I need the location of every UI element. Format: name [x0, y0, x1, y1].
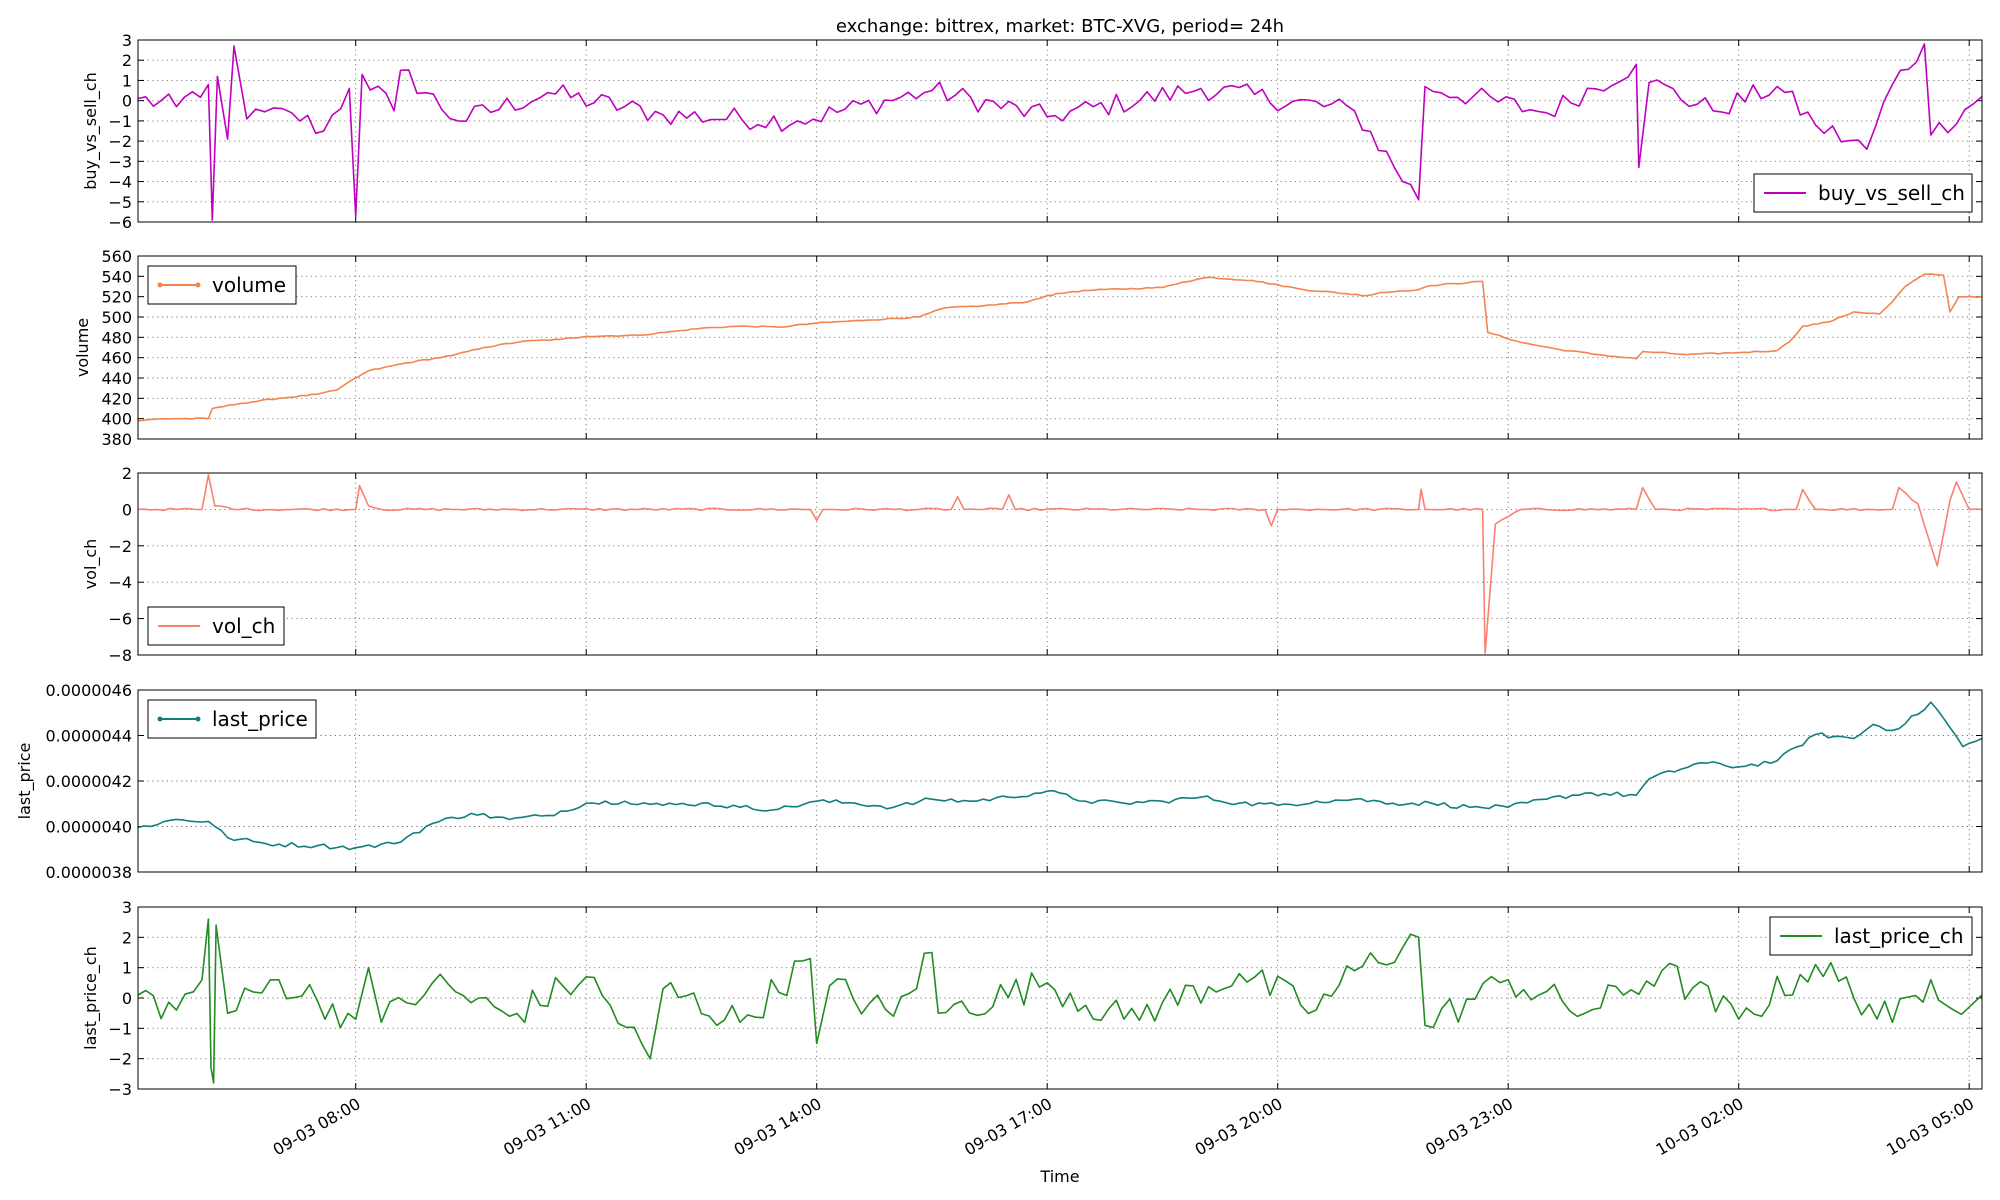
y-tick-label: 420 — [101, 389, 132, 408]
legend-label: vol_ch — [212, 614, 275, 638]
y-tick-label: −3 — [108, 152, 132, 171]
panel-last_price_ch: 3 2 1 0 −1 −2 −3 last_price_ch last_price_ch 09-0… — [81, 898, 1983, 1159]
legend-marker — [195, 282, 201, 288]
y-tick-label: 2 — [122, 928, 132, 947]
y-tick-label: −2 — [108, 537, 132, 556]
y-tick-label: 400 — [101, 410, 132, 429]
y-tick-label: 0.0000042 — [45, 772, 132, 791]
y-axis-label: last_price — [15, 743, 35, 820]
legend: last_price — [147, 699, 317, 739]
y-tick-label: 440 — [101, 369, 132, 388]
x-tick-label: 09-03 17:00 — [961, 1094, 1055, 1159]
series-line-buy_vs_sell_ch — [137, 43, 1983, 221]
y-tick-label: −2 — [108, 1050, 132, 1069]
legend-label: last_price_ch — [1834, 924, 1964, 948]
legend-marker — [195, 716, 201, 722]
y-tick-label: −6 — [108, 610, 132, 629]
y-tick-label: 0 — [122, 92, 132, 111]
y-tick-label: 520 — [101, 288, 132, 307]
legend: volume — [147, 265, 297, 305]
y-tick-label: −1 — [108, 112, 132, 131]
panel-buy_vs_sell_ch: 321 0−1−2−3 −4−5−6 buy_vs_sell_ch buy_vs_sel… — [81, 31, 1983, 232]
plot-frame — [137, 689, 1983, 873]
legend: buy_vs_sell_ch — [1753, 173, 1973, 213]
y-tick-label: 0.0000038 — [45, 863, 132, 882]
y-tick-label: −1 — [108, 1019, 132, 1038]
x-tick-label: 10-03 02:00 — [1653, 1094, 1747, 1159]
x-tick-label: 09-03 20:00 — [1192, 1094, 1286, 1159]
plot-frame — [137, 39, 1983, 223]
x-tick-label: 10-03 05:00 — [1883, 1094, 1977, 1159]
legend-label: volume — [212, 273, 286, 297]
legend-marker — [157, 716, 163, 722]
panel-vol_ch: 2 0 −2 −4 −6 −8 vol_ch vol_ch — [81, 464, 1983, 665]
legend-label: last_price — [212, 707, 308, 731]
series-line-last_price_ch — [137, 918, 1983, 1084]
y-tick-label: 560 — [101, 247, 132, 266]
y-tick-label: 3 — [122, 31, 132, 50]
y-axis-label: buy_vs_sell_ch — [81, 72, 101, 190]
y-tick-label: −8 — [108, 646, 132, 665]
y-axis-label: last_price_ch — [81, 946, 101, 1050]
y-tick-label: 0.0000040 — [45, 818, 132, 837]
y-tick-label: 0.0000046 — [45, 681, 132, 700]
y-tick-label: 3 — [122, 898, 132, 917]
y-tick-label: −6 — [108, 213, 132, 232]
y-tick-label: 0 — [122, 989, 132, 1008]
y-tick-label: 540 — [101, 267, 132, 286]
y-tick-label: −5 — [108, 193, 132, 212]
y-tick-label: −4 — [108, 573, 132, 592]
y-axis-label: volume — [73, 318, 92, 377]
y-tick-label: −3 — [108, 1080, 132, 1099]
y-axis-label: vol_ch — [81, 539, 101, 590]
x-axis-label: Time — [1039, 1167, 1079, 1186]
chart-title: exchange: bittrex, market: BTC-XVG, peri… — [836, 16, 1284, 37]
legend: last_price_ch — [1769, 916, 1973, 956]
chart-panels: 3210−1−2−3−4−5−6buy_vs_sell_chbuy_vs_sel… — [15, 31, 1983, 1159]
panel-last_price: 0.0000046 0.0000044 0.0000042 0.0000040 0.00… — [15, 681, 1983, 882]
y-tick-label: −4 — [108, 173, 132, 192]
x-tick-label: 09-03 23:00 — [1422, 1094, 1516, 1159]
y-tick-label: 2 — [122, 464, 132, 483]
plot-frame — [137, 906, 1983, 1090]
y-tick-label: 0.0000044 — [45, 727, 132, 746]
series-line-vol_ch — [137, 474, 1983, 654]
y-tick-label: 0 — [122, 500, 132, 519]
x-tick-label: 09-03 14:00 — [731, 1094, 825, 1159]
y-tick-label: 500 — [101, 308, 132, 327]
y-tick-label: 380 — [101, 430, 132, 449]
plot-frame — [137, 472, 1983, 656]
series-line-last_price — [137, 701, 1983, 851]
legend-label: buy_vs_sell_ch — [1818, 181, 1965, 205]
plot-frame — [137, 255, 1983, 440]
legend: vol_ch — [147, 606, 285, 646]
x-tick-label: 09-03 08:00 — [270, 1094, 364, 1159]
y-tick-label: 1 — [122, 71, 132, 90]
y-tick-label: 480 — [101, 328, 132, 347]
series-line-volume — [137, 273, 1983, 422]
y-tick-label: 2 — [122, 51, 132, 70]
y-tick-label: 1 — [122, 959, 132, 978]
x-tick-label: 09-03 11:00 — [500, 1094, 594, 1159]
legend-marker — [157, 282, 163, 288]
y-tick-label: 460 — [101, 349, 132, 368]
y-tick-label: −2 — [108, 132, 132, 151]
